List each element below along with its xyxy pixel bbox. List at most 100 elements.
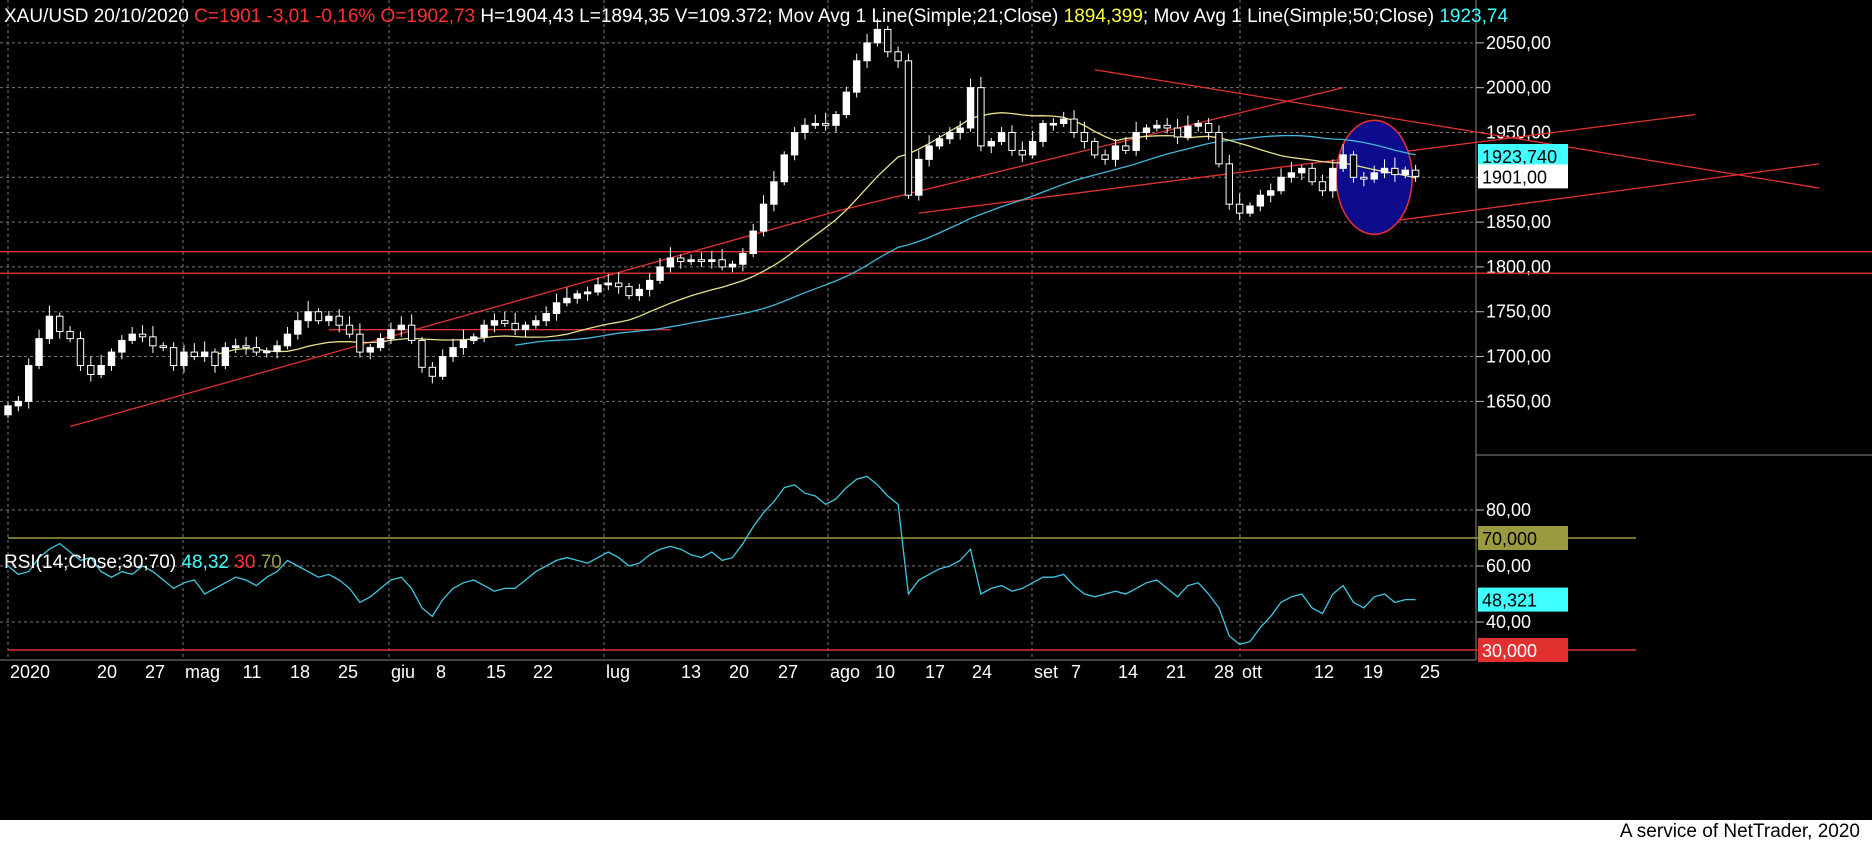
candle-up bbox=[1028, 140, 1037, 156]
candle-up bbox=[45, 315, 54, 340]
candle-up bbox=[14, 400, 23, 407]
candle-up bbox=[915, 158, 923, 196]
x-tick-label: 25 bbox=[338, 662, 358, 682]
header-sep-2: ; bbox=[1142, 6, 1149, 27]
rsi-level-tag-label: 30,000 bbox=[1482, 641, 1537, 661]
candle-up bbox=[397, 324, 406, 331]
x-tick-label: ago bbox=[830, 662, 860, 682]
candle-up bbox=[1287, 172, 1296, 178]
candle-up bbox=[273, 345, 281, 352]
candle-down bbox=[56, 315, 64, 332]
candle-down bbox=[1163, 124, 1171, 129]
candle-up bbox=[25, 365, 33, 402]
rsi-level-tag bbox=[1478, 638, 1568, 662]
candle-up bbox=[107, 351, 116, 367]
x-tick-label: 10 bbox=[875, 662, 895, 682]
candle-up bbox=[863, 42, 871, 62]
x-tick-label: 12 bbox=[1314, 662, 1334, 682]
candle-down bbox=[356, 333, 364, 353]
x-tick-label: 7 bbox=[1071, 662, 1081, 682]
candle-down bbox=[314, 311, 323, 322]
rsi-low: 30 bbox=[234, 552, 256, 573]
candle-up bbox=[1246, 205, 1254, 214]
candle-down bbox=[190, 351, 199, 358]
candle-down bbox=[159, 345, 167, 349]
footer-credit: A service of NetTrader, 2020 bbox=[1619, 821, 1860, 842]
candle-up bbox=[811, 123, 819, 126]
candle-down bbox=[1308, 167, 1316, 183]
rsi-value: 48,32 bbox=[181, 552, 229, 573]
candle-up bbox=[1329, 167, 1337, 192]
x-tick-label: 27 bbox=[778, 662, 798, 682]
ma50-value: 1923,74 bbox=[1439, 6, 1509, 27]
x-tick-label: 11 bbox=[243, 662, 262, 682]
candle-down bbox=[242, 345, 250, 349]
candle-up bbox=[1298, 167, 1306, 174]
candle-down bbox=[1070, 118, 1078, 133]
x-tick-label: giu bbox=[391, 662, 415, 682]
x-tick-label: mag bbox=[185, 662, 220, 682]
candle-up bbox=[604, 282, 612, 286]
x-tick-label: 17 bbox=[925, 662, 945, 682]
candle-down bbox=[677, 257, 685, 263]
candle-up bbox=[728, 263, 737, 268]
y-tick-label: 2050,00 bbox=[1486, 33, 1551, 53]
candle-up bbox=[1039, 123, 1047, 142]
x-tick-label: 2020 bbox=[10, 662, 50, 682]
candle-down bbox=[1349, 154, 1358, 178]
candle-up bbox=[4, 405, 12, 416]
ohlc-white: H=1904,43 L=1894,35 V=109.372 bbox=[480, 6, 768, 27]
candle-down bbox=[1173, 127, 1182, 138]
candle-up bbox=[759, 203, 768, 232]
candle-up bbox=[997, 131, 1006, 142]
candle-down bbox=[821, 123, 830, 126]
candle-down bbox=[335, 315, 343, 326]
candle-up bbox=[232, 345, 240, 349]
rsi-high: 70 bbox=[260, 552, 282, 573]
candle-up bbox=[366, 347, 374, 353]
candle-up bbox=[790, 131, 799, 156]
candle-down bbox=[1391, 167, 1399, 176]
candle-up bbox=[449, 347, 457, 358]
x-tick-label: ott bbox=[1242, 662, 1262, 682]
candle-down bbox=[1360, 176, 1368, 180]
candle-up bbox=[470, 336, 478, 341]
candle-up bbox=[925, 145, 933, 160]
candle-up bbox=[966, 87, 975, 129]
x-tick-label: 28 bbox=[1214, 662, 1234, 682]
candle-up bbox=[563, 297, 571, 304]
ma50-line bbox=[515, 134, 1416, 346]
candle-up bbox=[583, 291, 592, 295]
candle-up bbox=[956, 127, 964, 133]
candle-up bbox=[801, 124, 809, 133]
candle-up bbox=[1111, 145, 1120, 160]
candle-up bbox=[118, 339, 126, 353]
candle-up bbox=[221, 347, 230, 367]
candle-down bbox=[1204, 123, 1213, 133]
rsi-line bbox=[7, 475, 1416, 646]
y-tick-label: 1950,00 bbox=[1486, 122, 1551, 142]
x-tick-label: 8 bbox=[436, 662, 446, 682]
trend-line bbox=[918, 113, 1696, 214]
candle-down bbox=[1091, 140, 1099, 156]
candle-down bbox=[252, 347, 261, 353]
candle-up bbox=[1277, 176, 1285, 192]
candle-up bbox=[200, 351, 209, 358]
price-tag-label: 1923,740 bbox=[1482, 147, 1557, 167]
price-chart[interactable]: 2020 20 27 mag 11 18 25 giu 8 15 22 lug 13 20 27 ago 10 1… bbox=[0, 0, 1872, 820]
x-tick-label: 22 bbox=[533, 662, 553, 682]
candle-up bbox=[304, 311, 312, 322]
candle-up bbox=[946, 131, 954, 140]
price-tag-box bbox=[1478, 164, 1568, 189]
candle-up bbox=[656, 266, 664, 281]
price-chart-header: XAU/USD 20/10/2020 C=1901 -3,01 -0,16% O… bbox=[4, 6, 1508, 28]
candle-up bbox=[853, 60, 861, 93]
candle-down bbox=[428, 366, 437, 377]
footer-bar: A service of NetTrader, 2020 bbox=[0, 820, 1872, 844]
candle-up bbox=[646, 279, 654, 290]
candle-up bbox=[263, 350, 271, 354]
candle-up bbox=[1370, 172, 1378, 180]
candle-up bbox=[842, 91, 851, 116]
trend-line bbox=[1384, 163, 1820, 223]
rsi-label: RSI(14;Close;30;70) bbox=[4, 552, 177, 573]
